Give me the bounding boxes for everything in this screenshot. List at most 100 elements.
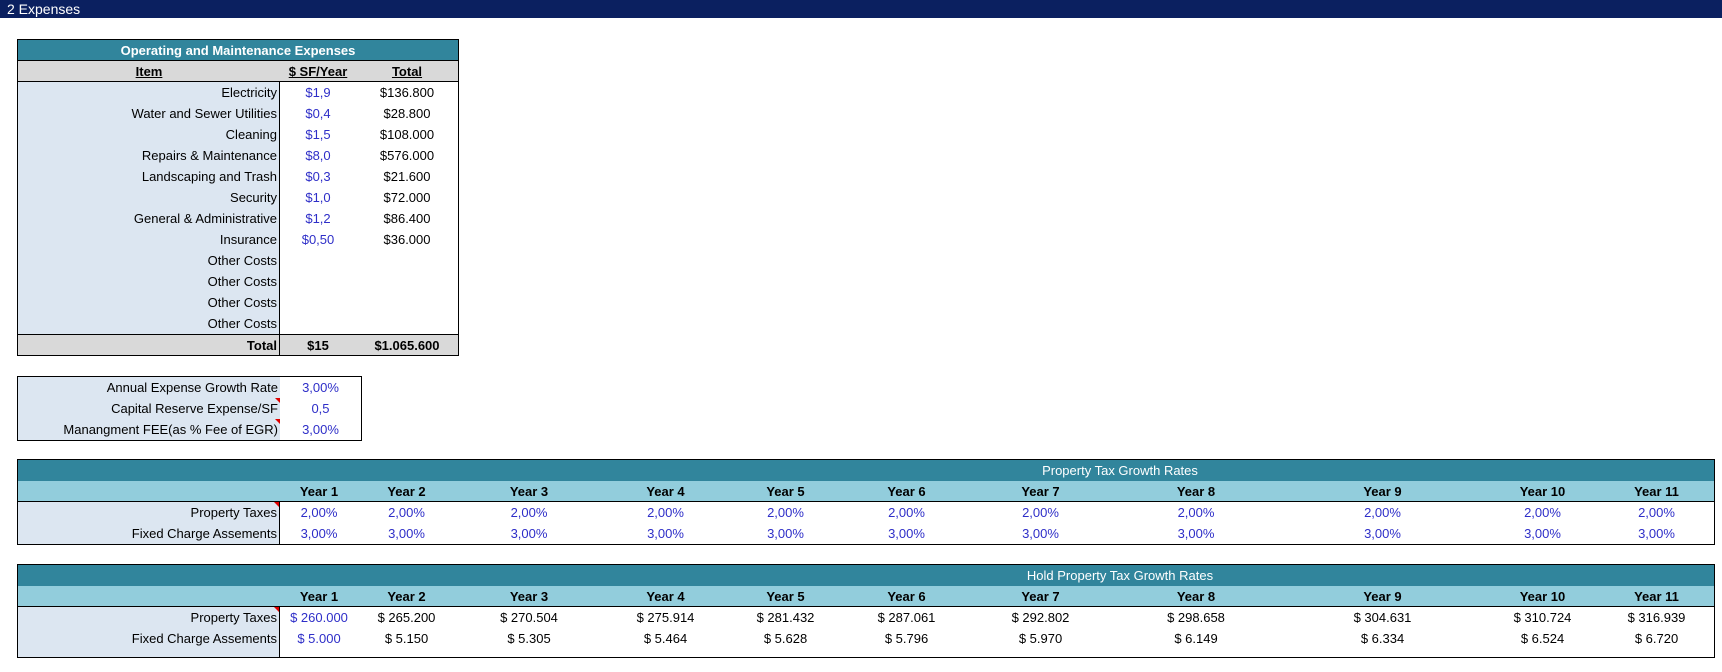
year-header: Year 3: [509, 589, 549, 604]
assumption-value[interactable]: 0,5: [311, 401, 330, 416]
year-header: Year 6: [887, 484, 926, 499]
tax_growth-value-cell[interactable]: 3,00%: [1177, 526, 1215, 541]
sheet-title: 2 Expenses: [7, 1, 81, 17]
tax_growth-value-cell[interactable]: 2,00%: [888, 505, 925, 520]
hold_tax-value-cell: $ 298.658: [1167, 610, 1225, 625]
tax_growth-value-cell[interactable]: 2,00%: [767, 505, 804, 520]
hold_tax-value-cell: $ 6.149: [1174, 631, 1218, 646]
hold_tax-value-cell: $ 5.796: [884, 631, 929, 646]
tax_growth-value-cell[interactable]: 2,00%: [510, 505, 548, 520]
opex-sf-cell[interactable]: [280, 313, 356, 334]
year-header: Year 8: [1176, 484, 1216, 499]
hold-tax-table: Hold Property Tax Growth Rates Year 1 Yea…: [17, 564, 1715, 658]
opex-sf-cell[interactable]: $0,4: [305, 106, 331, 121]
year-header: Year 1: [299, 589, 339, 604]
opex-total-cell: $86.400: [383, 211, 431, 226]
opex-row: Other Costs: [18, 271, 458, 292]
tax-growth-title: Property Tax Growth Rates: [1042, 463, 1198, 478]
opex-row: General & Administrative $1,2 $86.400: [18, 208, 458, 229]
opex-sf-cell[interactable]: $0,50: [301, 232, 335, 247]
tax-growth-rows: Property Taxes 2,00% 2,00% 2,00% 2,00% 2,00% 2…: [18, 502, 1714, 544]
hold_tax-value-cell[interactable]: $ 5.000: [297, 631, 341, 646]
hold-tax-years-row: Year 1 Year 2 Year 3 Year 4 Year 5 Year 6 Year…: [18, 586, 1714, 607]
year-header: Year 10: [1519, 484, 1566, 499]
opex-sf-cell[interactable]: $1,0: [305, 190, 331, 205]
tax_growth-value-cell[interactable]: 3,00%: [388, 526, 425, 541]
opex-item-label: Water and Sewer Utilities: [18, 103, 280, 124]
sheet-title-bar: 2 Expenses: [0, 0, 1722, 18]
year-header: Year 1: [299, 484, 339, 499]
assumption-row: Annual Expense Growth Rate 3,00%: [18, 377, 361, 398]
hold_tax-value-cell: $ 5.970: [1018, 631, 1063, 646]
assumptions-table: Annual Expense Growth Rate 3,00% Capital R…: [17, 376, 362, 441]
tax_growth-value-cell[interactable]: 3,00%: [888, 526, 925, 541]
opex-sf-cell[interactable]: $0,3: [305, 169, 331, 184]
opex-sf-cell[interactable]: $8,0: [305, 148, 331, 163]
opex-row: Other Costs: [18, 292, 458, 313]
assumption-label: Annual Expense Growth Rate: [18, 377, 280, 398]
hold_tax-value-cell: $ 281.432: [756, 610, 815, 625]
hold_tax-row-label: Property Taxes: [18, 607, 280, 628]
opex-item-label: Security: [18, 187, 280, 208]
total-amount: $1.065.600: [374, 338, 440, 353]
tax_growth-value-cell[interactable]: 2,00%: [647, 505, 684, 520]
hold_tax-value-cell: $ 5.464: [643, 631, 688, 646]
tax_growth-value-cell[interactable]: 2,00%: [1177, 505, 1215, 520]
year-header: Year 9: [1363, 484, 1402, 499]
assumption-value[interactable]: 3,00%: [302, 380, 339, 395]
tax_growth-value-cell[interactable]: 2,00%: [1022, 505, 1059, 520]
year-header: Year 4: [646, 484, 685, 499]
opex-item-label: Other Costs: [18, 313, 280, 334]
year-header: Year 10: [1519, 589, 1566, 604]
opex-row: Insurance $0,50 $36.000: [18, 229, 458, 250]
tax_growth-value-cell[interactable]: 3,00%: [510, 526, 548, 541]
opex-item-label: Other Costs: [18, 271, 280, 292]
hold_tax-row: Property Taxes $ 260.000 $ 265.200 $ 270.50…: [18, 607, 1714, 628]
tax_growth-value-cell[interactable]: 3,00%: [647, 526, 684, 541]
tax_growth-value-cell[interactable]: 3,00%: [767, 526, 804, 541]
year-header: Year 3: [509, 484, 549, 499]
opex-sf-cell[interactable]: [280, 271, 356, 292]
opex-row: Other Costs: [18, 250, 458, 271]
hold_tax-value-cell: $ 6.334: [1360, 631, 1405, 646]
opex-header-row: Item $ SF/Year Total: [18, 61, 458, 82]
tax_growth-value-cell[interactable]: 2,00%: [300, 505, 338, 520]
hold_tax-row: Fixed Charge Assements $ 5.000 $ 5.150 $ 5.…: [18, 628, 1714, 649]
tax_growth-value-cell[interactable]: 3,00%: [1524, 526, 1561, 541]
year-header: Year 7: [1021, 589, 1060, 604]
opex-title: Operating and Maintenance Expenses: [120, 43, 356, 58]
opex-row: Repairs & Maintenance $8,0 $576.000: [18, 145, 458, 166]
opex-sf-cell[interactable]: $1,2: [305, 211, 331, 226]
opex-total-row: Total $15 $1.065.600: [18, 334, 458, 355]
opex-rows: Electricity $1,9 $136.800 Water and Sewer U…: [18, 82, 458, 334]
opex-total-cell: $576.000: [379, 148, 435, 163]
tax_growth-value-cell[interactable]: 3,00%: [300, 526, 338, 541]
tax_growth-value-cell[interactable]: 3,00%: [1638, 526, 1675, 541]
tax_growth-value-cell[interactable]: 2,00%: [1524, 505, 1561, 520]
opex-total-cell: $21.600: [383, 169, 431, 184]
opex-row: Cleaning $1,5 $108.000: [18, 124, 458, 145]
hold-tax-title: Hold Property Tax Growth Rates: [1026, 568, 1214, 583]
opex-sf-cell[interactable]: $1,9: [305, 85, 331, 100]
year-header: Year 11: [1634, 589, 1679, 604]
tax_growth-value-cell[interactable]: 2,00%: [1364, 505, 1401, 520]
opex-sf-cell[interactable]: $1,5: [305, 127, 331, 142]
opex-row: Water and Sewer Utilities $0,4 $28.800: [18, 103, 458, 124]
total-label: Total: [18, 335, 280, 355]
assumption-value[interactable]: 3,00%: [302, 422, 339, 437]
year-header: Year 7: [1021, 484, 1060, 499]
tax_growth-value-cell[interactable]: 2,00%: [388, 505, 425, 520]
year-header: Year 9: [1363, 589, 1402, 604]
opex-sf-cell[interactable]: [280, 250, 356, 271]
hold_tax-value-cell: $ 6.720: [1634, 631, 1679, 646]
assumption-row: Capital Reserve Expense/SF 0,5: [18, 398, 361, 419]
hold_tax-value-cell[interactable]: $ 260.000: [290, 610, 348, 625]
opex-total-cell: [356, 313, 458, 334]
tax_growth-value-cell[interactable]: 3,00%: [1022, 526, 1059, 541]
opex-sf-cell[interactable]: [280, 292, 356, 313]
tax_growth-value-cell[interactable]: 2,00%: [1638, 505, 1675, 520]
tax_growth-value-cell[interactable]: 3,00%: [1364, 526, 1401, 541]
col-header-total: Total: [391, 64, 423, 79]
hold-tax-title-row: Hold Property Tax Growth Rates: [18, 565, 1714, 586]
hold_tax-value-cell: $ 292.802: [1011, 610, 1070, 625]
